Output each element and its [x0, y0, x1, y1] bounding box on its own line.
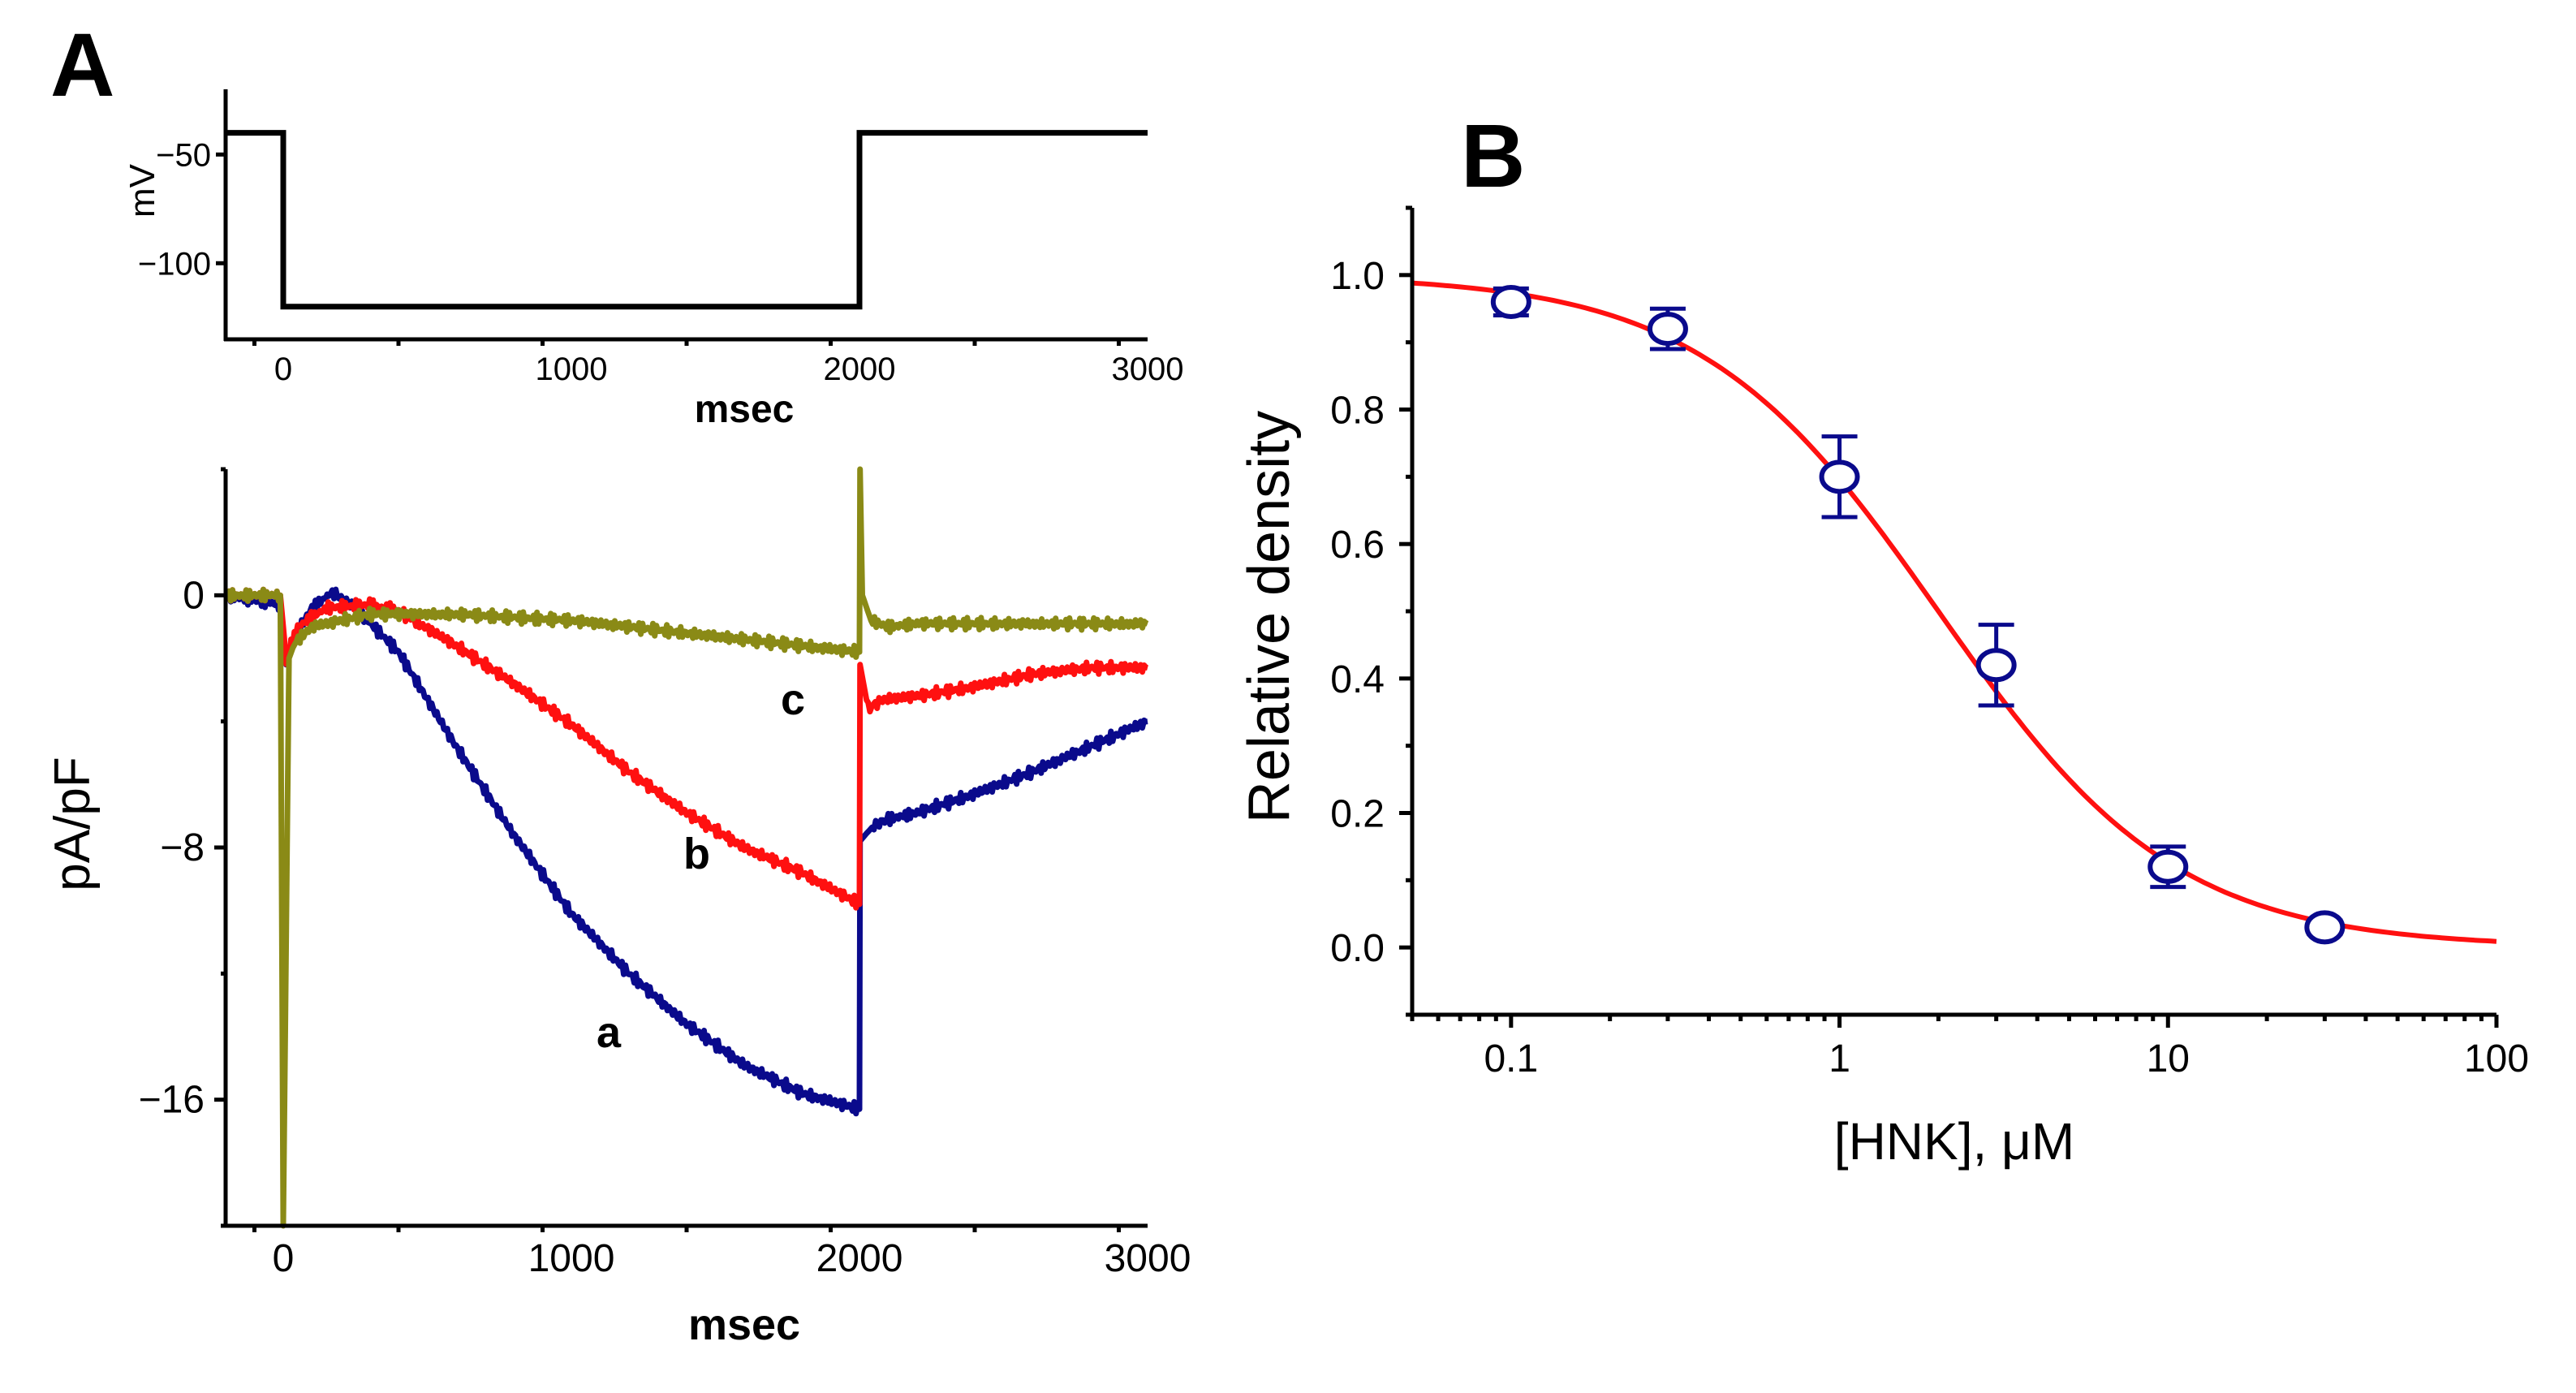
traces-y-tick-label: −8 — [160, 826, 205, 869]
traces-y-axis-title: pA/pF — [45, 757, 101, 891]
data-marker — [1490, 284, 1531, 319]
protocol-x-tick-label: 1000 — [536, 351, 608, 387]
protocol-x-tick-label: 3000 — [1112, 351, 1184, 387]
traces-x-tick-label: 3000 — [1105, 1237, 1191, 1280]
data-point — [1975, 623, 2017, 708]
traces-x-tick-label: 1000 — [528, 1237, 615, 1280]
dose-x-tick-label: 0.1 — [1484, 1037, 1538, 1080]
dose-y-tick-label: 0.6 — [1330, 524, 1385, 567]
traces-x-tick-label: 2000 — [816, 1237, 903, 1280]
protocol-x-tick-label: 0 — [274, 351, 292, 387]
data-marker — [1647, 312, 1688, 347]
trace-c — [224, 466, 1149, 1229]
protocol-y-tick-label: −50 — [156, 137, 211, 173]
trace-label-c: c — [781, 675, 805, 724]
traces-x-axis-title: msec — [688, 1300, 800, 1349]
dose-x-axis-title: [HNK], μM — [1834, 1112, 2074, 1171]
dose-x-tick-label: 100 — [2464, 1037, 2529, 1080]
dose-y-tick-label: 1.0 — [1330, 255, 1385, 298]
protocol-x-axis-title: msec — [695, 388, 795, 431]
trace-label-b: b — [683, 830, 710, 878]
panel-b-label: B — [1461, 106, 1525, 206]
data-point — [1490, 284, 1531, 319]
data-point — [1819, 434, 1860, 520]
dose-y-tick-label: 0.2 — [1330, 793, 1385, 836]
traces-y-tick-label: −16 — [139, 1079, 205, 1122]
trace-label-a: a — [597, 1008, 622, 1057]
data-marker — [2304, 910, 2346, 945]
hill-fit-curve — [1411, 280, 2497, 944]
data-marker — [1975, 648, 2017, 683]
trace-b — [224, 586, 1149, 911]
protocol-y-axis-title: mV — [123, 163, 162, 218]
dose-y-axis-title: Relative density — [1237, 411, 1302, 823]
trace-a — [223, 586, 1149, 1117]
dose-y-tick-label: 0.4 — [1330, 658, 1385, 701]
traces-x-tick-label: 0 — [273, 1237, 295, 1280]
data-point — [2304, 910, 2346, 945]
data-marker — [2147, 849, 2189, 884]
dose-y-tick-label: 0.0 — [1330, 927, 1385, 970]
protocol-y-tick-label: −100 — [138, 246, 211, 282]
current-traces-chart: 0 1000 2000 3000 0 −8 −16 msec pA/pF a b c — [45, 466, 1191, 1349]
traces-y-tick-label: 0 — [183, 574, 205, 617]
data-point — [1647, 306, 1688, 351]
voltage-protocol-chart: 0 1000 2000 3000 −50 −100 msec mV — [123, 89, 1183, 431]
dose-y-tick-label: 0.8 — [1330, 390, 1385, 433]
protocol-x-tick-label: 2000 — [824, 351, 896, 387]
concentration-response-chart: 0.1 1 10 100 0.0 0.2 0.4 0.6 0.8 1.0 [HNK], μM Re… — [1237, 205, 2529, 1171]
panel-a-label: A — [50, 15, 114, 115]
data-marker — [1819, 459, 1860, 494]
dose-x-tick-label: 10 — [2147, 1037, 2190, 1080]
data-point — [2147, 844, 2189, 890]
protocol-trace — [226, 130, 1148, 310]
dose-x-tick-label: 1 — [1829, 1037, 1850, 1080]
